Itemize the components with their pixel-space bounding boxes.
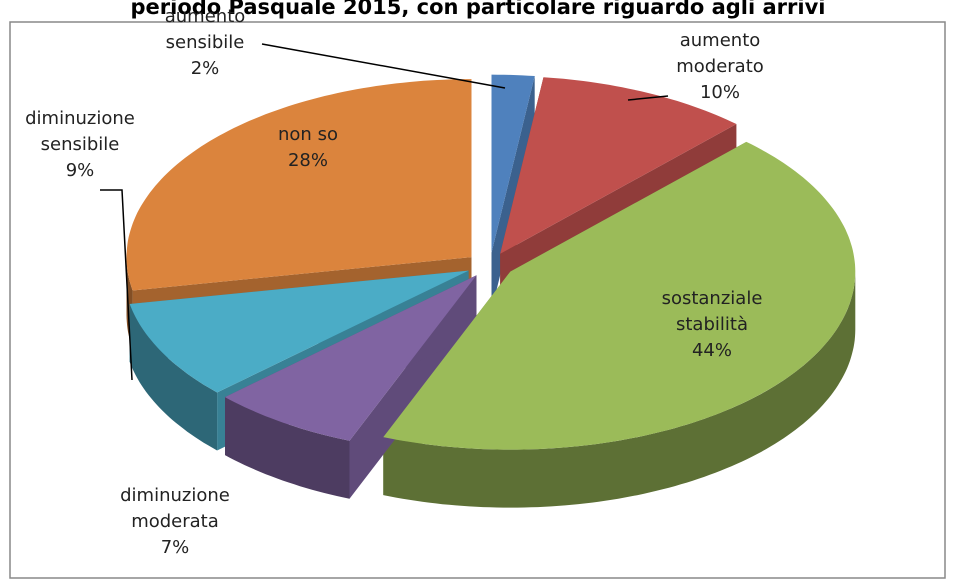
chart-title: periodo Pasquale 2015, con particolare r… bbox=[131, 0, 826, 19]
leader-line bbox=[261, 43, 506, 89]
category-label: aumento sensibile bbox=[164, 6, 246, 53]
slice-label: diminuzione sensibile 9% bbox=[5, 106, 155, 184]
slice-label: aumento sensibile 2% bbox=[145, 4, 265, 82]
category-label: aumento moderato bbox=[676, 30, 764, 77]
slice bbox=[491, 74, 535, 253]
slice-label: sostanziale stabilità 44% bbox=[637, 286, 787, 364]
slice bbox=[383, 141, 856, 450]
pie bbox=[126, 74, 856, 508]
value-label: 28% bbox=[287, 150, 328, 171]
category-label: diminuzione sensibile bbox=[25, 108, 135, 155]
value-label: 7% bbox=[160, 537, 190, 558]
slice bbox=[129, 270, 469, 393]
value-label: 10% bbox=[699, 82, 740, 103]
category-label: non so bbox=[278, 124, 338, 145]
category-label: diminuzione moderata bbox=[120, 485, 230, 532]
slice-wall bbox=[383, 271, 856, 508]
slice-wall bbox=[225, 397, 350, 499]
slice-wall bbox=[129, 304, 218, 451]
value-label: 44% bbox=[691, 340, 732, 361]
leader-line bbox=[627, 95, 669, 101]
leader-lines bbox=[100, 43, 669, 381]
value-label: 2% bbox=[190, 58, 220, 79]
slice bbox=[126, 79, 472, 291]
slice bbox=[500, 77, 737, 254]
leader-line bbox=[100, 189, 133, 381]
slice-label: aumento moderato 10% bbox=[660, 28, 780, 106]
category-label: sostanziale stabilità bbox=[661, 288, 763, 335]
slice-label: diminuzione moderata 7% bbox=[100, 483, 250, 561]
slice-label: non so 28% bbox=[258, 122, 358, 174]
value-label: 9% bbox=[65, 160, 95, 181]
slice bbox=[225, 275, 477, 441]
